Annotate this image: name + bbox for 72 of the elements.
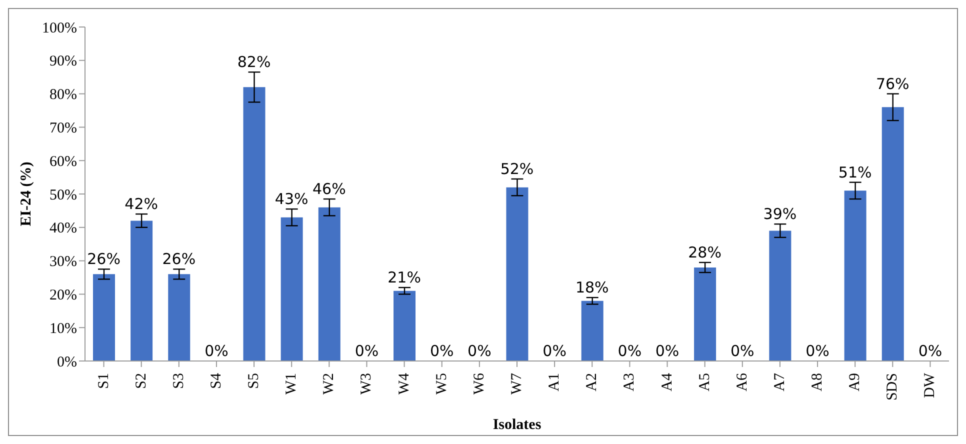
bar [506, 187, 528, 361]
x-tick-label: A3 [622, 373, 638, 392]
y-tick-label: 90% [50, 54, 77, 70]
x-tick-label: DW [922, 372, 938, 398]
x-tick-label: W5 [434, 373, 450, 395]
bar [694, 267, 716, 361]
data-label: 0% [730, 342, 754, 360]
data-label: 0% [354, 342, 379, 360]
x-tick-label: W1 [284, 373, 300, 395]
y-axis-title: EI-24 (%) [18, 162, 34, 226]
data-label: 0% [468, 342, 492, 360]
x-axis-title: Isolates [492, 417, 542, 433]
data-label: 39% [763, 205, 797, 224]
bar [318, 207, 340, 361]
data-label: 0% [918, 342, 942, 360]
data-label: 0% [618, 342, 642, 360]
data-label: 46% [312, 180, 346, 198]
y-tick-label: 10% [50, 320, 77, 337]
data-label: 26% [87, 250, 120, 268]
x-tick-label: A5 [696, 373, 713, 392]
x-tick-label: A9 [847, 373, 864, 392]
x-tick-label: S4 [208, 372, 224, 389]
data-label: 82% [237, 53, 271, 72]
x-tick-label: A1 [546, 373, 563, 392]
y-tick-label: 0% [57, 354, 77, 370]
x-tick-label: S5 [246, 373, 262, 389]
y-tick-label: 40% [50, 220, 77, 237]
bar [243, 87, 266, 361]
bar [394, 290, 416, 361]
y-tick-label: 70% [50, 120, 77, 137]
x-tick-label: S3 [170, 373, 187, 389]
bar [769, 230, 792, 361]
y-tick-label: 80% [50, 87, 77, 104]
bar [93, 274, 115, 361]
y-tick-label: 30% [50, 254, 77, 270]
bar [882, 107, 904, 361]
data-label: 0% [430, 342, 454, 360]
data-label: 28% [688, 243, 722, 262]
data-label: 76% [876, 74, 910, 93]
data-label: 0% [655, 342, 680, 360]
x-tick-label: W2 [321, 373, 338, 395]
x-tick-label: A8 [810, 373, 826, 392]
bar [844, 190, 866, 361]
x-tick-label: A4 [659, 372, 676, 392]
data-label: 51% [838, 163, 872, 182]
x-tick-label: SDS [884, 373, 901, 401]
x-tick-label: W6 [471, 372, 488, 395]
x-tick-label: W3 [358, 373, 375, 395]
data-label: 43% [274, 190, 308, 208]
y-tick-label: 100% [42, 20, 77, 36]
x-tick-label: S2 [133, 373, 150, 389]
x-tick-label: W7 [509, 372, 525, 395]
data-label: 42% [124, 195, 158, 214]
data-label: 18% [575, 278, 609, 297]
data-label: 52% [500, 160, 534, 178]
x-tick-label: A6 [734, 372, 750, 392]
data-label: 0% [542, 342, 566, 360]
y-tick-label: 60% [50, 154, 77, 170]
data-label: 26% [162, 250, 196, 268]
x-tick-label: W4 [396, 372, 412, 395]
bar [130, 220, 153, 361]
bar [280, 217, 303, 361]
x-tick-label: A7 [772, 372, 788, 392]
bar [168, 274, 190, 361]
data-label: 21% [388, 268, 421, 287]
x-tick-label: S1 [96, 373, 112, 389]
y-tick-label: 50% [50, 187, 77, 204]
data-label: 0% [806, 342, 830, 360]
x-tick-label: A2 [584, 373, 600, 392]
bar [581, 300, 604, 361]
y-tick-label: 20% [50, 288, 77, 304]
data-label: 0% [204, 342, 228, 360]
